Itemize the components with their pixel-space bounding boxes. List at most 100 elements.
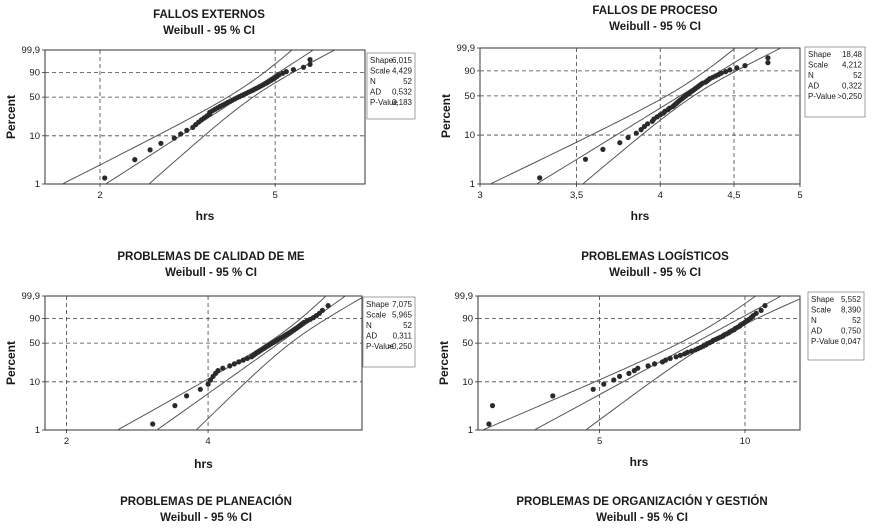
y-axis-label: Percent [439,94,453,138]
chart-title: FALLOS EXTERNOS [153,9,265,21]
stat-label: P-Value [808,92,836,101]
plot-area [481,296,800,430]
data-point [215,368,221,374]
stat-label: P-Value [366,342,394,351]
weibull-chart-6: PROBLEMAS DE ORGANIZACIÓN Y GESTIÓN Weibu… [516,495,767,524]
stat-label: Scale [370,67,391,76]
stat-value: 52 [852,316,861,325]
data-point [489,403,496,409]
x-tick-label: 3,5 [570,190,583,201]
x-tick-label: 2 [97,190,102,201]
data-point [633,130,639,136]
weibull-chart-2: FALLOS DE PROCESO Weibull - 95 % CI 1 10 50 9… [439,5,866,223]
data-point [147,147,153,153]
y-tick-label: 90 [29,314,40,325]
stat-label: N [366,321,372,330]
x-axis-label: hrs [631,209,650,223]
data-point [283,69,289,75]
x-tick-label: 5 [597,436,602,447]
stat-value: 5,552 [841,295,862,304]
y-tick-label: 50 [462,338,473,349]
data-point [673,354,679,360]
stat-label: Scale [808,61,829,70]
weibull-chart-4: PROBLEMAS LOGÍSTICOS Weibull - 95 % CI 1 10… [437,250,865,469]
stats-box [366,52,416,120]
chart-title: PROBLEMAS LOGÍSTICOS [581,250,729,263]
stat-label: AD [808,82,819,91]
stat-value: 0,311 [393,332,413,341]
data-point [626,370,632,376]
y-tick-label: 1 [468,425,473,436]
stat-value: 0,750 [841,327,862,336]
data-point [172,403,178,409]
x-tick-label: 2 [64,436,69,447]
plot-frame [44,295,363,431]
chart-title: FALLOS DE PROCESO [592,5,717,17]
stat-label: Shape [366,300,390,309]
data-point [319,307,325,313]
stat-value: 0,183 [392,98,413,107]
data-point [590,386,596,392]
chart-subtitle: Weibull - 95 % CI [163,25,255,37]
x-tick-label: 5 [797,190,802,201]
y-tick-label: 10 [29,131,40,142]
data-point [205,381,211,387]
data-point [582,156,589,162]
chart-subtitle: Weibull - 95 % CI [609,267,701,279]
data-point [734,65,740,71]
stat-label: P-Value [811,337,839,346]
data-point [150,421,156,427]
x-tick-label: 5 [273,190,278,201]
stat-label: Scale [811,306,832,315]
data-point [244,355,250,361]
plot-frame [479,47,801,185]
plot-frame [44,49,366,185]
data-point [645,363,651,369]
data-point [550,393,556,399]
y-tick-label: 50 [464,91,475,102]
stat-value: 4,429 [392,67,413,76]
stat-value: 5,965 [392,311,413,320]
y-tick-label: 99,9 [22,45,41,56]
y-tick-label: 10 [462,377,473,388]
ci-lower-band [489,48,737,184]
data-point [723,69,729,75]
chart-subtitle: Weibull - 95 % CI [165,267,257,279]
stat-value: >0,250 [387,342,412,351]
x-tick-label: 10 [740,436,751,447]
plot-area [116,296,362,430]
x-tick-label: 4,5 [727,190,740,201]
data-point [611,377,617,383]
y-tick-label: 10 [464,130,475,141]
stat-label: Shape [370,56,394,65]
stats-box [807,291,865,361]
fitted-line [156,296,347,430]
weibull-chart-1: FALLOS EXTERNOS Weibull - 95 % CI 1 10 50 90 9… [4,9,416,223]
data-point [765,60,771,66]
y-tick-label: 50 [29,92,40,103]
y-axis-label: Percent [437,341,451,385]
stat-value: >0,250 [837,92,862,101]
chart-title: PROBLEMAS DE CALIDAD DE ME [117,251,305,263]
data-point [240,357,246,363]
x-axis-label: hrs [196,209,215,223]
data-point [600,146,606,152]
data-point [102,175,108,181]
data-point [325,303,331,309]
stat-label: N [811,316,817,325]
weibull-chart-3: PROBLEMAS DE CALIDAD DE ME Weibull - 95 %… [4,251,416,471]
chart-subtitle: Weibull - 95 % CI [160,512,252,524]
data-point [184,393,190,399]
stat-value: 8,390 [841,306,862,315]
data-point [762,303,768,309]
y-tick-label: 10 [29,377,40,388]
data-point [307,61,313,67]
ci-upper-band [582,48,782,184]
stat-value: 6,015 [392,56,413,65]
stats-box [804,46,866,118]
y-axis-label: Percent [4,341,18,385]
y-tick-label: 1 [470,179,475,190]
data-point [300,64,307,70]
stat-value: 52 [853,71,862,80]
